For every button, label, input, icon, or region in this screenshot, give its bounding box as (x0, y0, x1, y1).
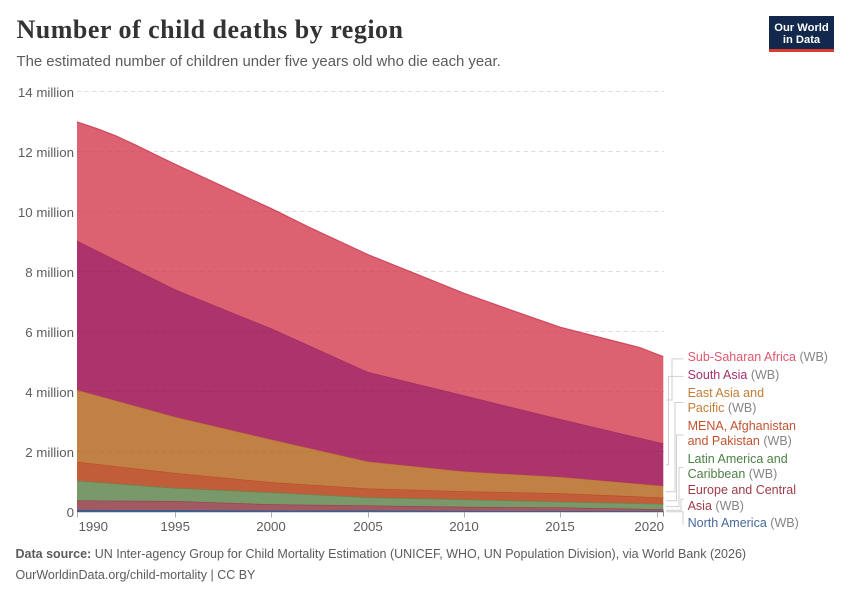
svg-text:2000: 2000 (256, 519, 286, 534)
svg-text:10 million: 10 million (18, 205, 74, 220)
svg-text:2010: 2010 (449, 519, 479, 534)
svg-text:1995: 1995 (160, 519, 190, 534)
svg-text:2 million: 2 million (25, 445, 74, 460)
svg-text:1990: 1990 (79, 519, 109, 534)
svg-text:6 million: 6 million (25, 325, 74, 340)
svg-text:2005: 2005 (353, 519, 383, 534)
svg-text:4 million: 4 million (25, 385, 74, 400)
svg-text:2015: 2015 (545, 519, 575, 534)
svg-text:8 million: 8 million (25, 265, 74, 280)
svg-text:0: 0 (67, 505, 74, 520)
svg-text:2020: 2020 (634, 519, 664, 534)
svg-text:14 million: 14 million (18, 85, 74, 100)
svg-text:12 million: 12 million (18, 145, 74, 160)
